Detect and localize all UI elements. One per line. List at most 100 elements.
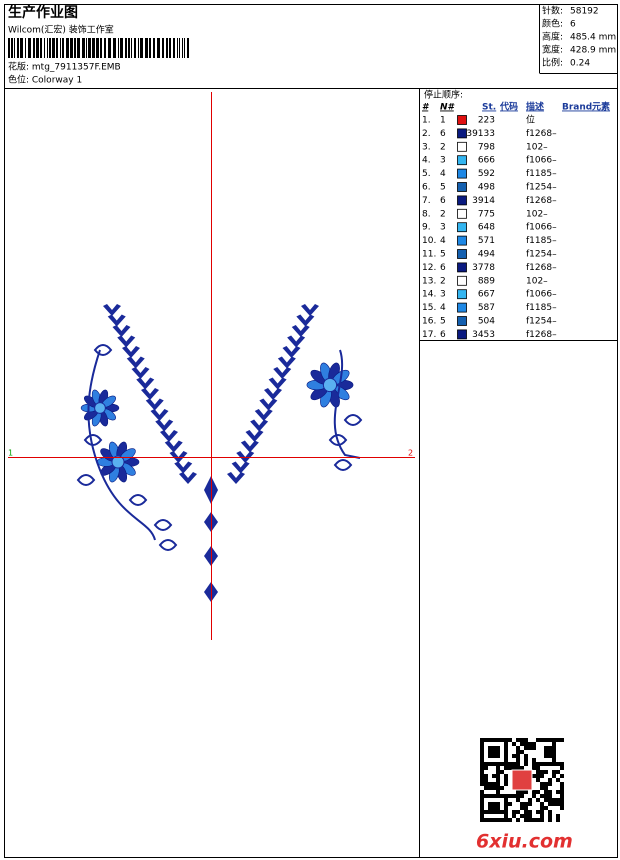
- row-stitches: 666: [478, 156, 495, 166]
- row-stitches: 3914: [472, 196, 495, 206]
- chevron: [268, 377, 287, 390]
- qr-cell: [484, 762, 488, 766]
- qr-cell: [516, 746, 520, 750]
- qr-cell: [488, 750, 492, 754]
- bar-stripe: [125, 38, 127, 58]
- chevron: [231, 461, 250, 474]
- row-index: 8.: [422, 209, 431, 219]
- qr-cell: [480, 782, 484, 786]
- row-index: 14.: [422, 290, 436, 300]
- row-needle: 3: [440, 223, 446, 233]
- qr-cell: [552, 738, 556, 742]
- chevron: [179, 472, 197, 484]
- row-description: f1185–: [526, 303, 557, 313]
- qr-cell: [504, 806, 508, 810]
- chevron: [160, 430, 178, 442]
- row-description: 102–: [526, 209, 548, 219]
- qr-cell: [552, 754, 556, 758]
- row-index: 1.: [422, 116, 431, 126]
- qr-cell: [556, 814, 560, 818]
- qr-cell: [540, 794, 544, 798]
- qr-cell: [504, 782, 508, 786]
- column-header: N#: [440, 103, 456, 113]
- qr-cell: [540, 770, 544, 774]
- qr-cell: [536, 738, 540, 742]
- qr-cell: [496, 806, 500, 810]
- chevron: [150, 409, 169, 421]
- qr-cell: [532, 758, 536, 762]
- row-stitches: 587: [478, 303, 495, 313]
- qr-cell: [488, 818, 492, 822]
- chevron: [164, 440, 183, 453]
- row-needle: 5: [440, 183, 446, 193]
- qr-cell: [504, 794, 508, 798]
- bar-stripe: [49, 38, 51, 58]
- bar-stripe: [74, 38, 76, 58]
- bar-stripe: [11, 38, 13, 58]
- qr-cell: [540, 818, 544, 822]
- row-stitches: 3778: [472, 263, 495, 273]
- row-stitches: 223: [478, 116, 495, 126]
- qr-cell: [500, 794, 504, 798]
- qr-cell: [520, 766, 524, 770]
- color-swatch: [457, 329, 467, 340]
- qr-cell: [552, 758, 556, 762]
- bar-stripe: [70, 38, 73, 58]
- qr-cell: [480, 806, 484, 810]
- qr-cell: [540, 802, 544, 806]
- column-header: #: [422, 103, 430, 113]
- qr-cell: [480, 810, 484, 814]
- qr-code: [480, 738, 564, 822]
- row-needle: 6: [440, 129, 446, 139]
- qr-cell: [524, 790, 528, 794]
- qr-cell: [484, 794, 488, 798]
- info-label: 高度:: [542, 31, 563, 43]
- row-needle: 3: [440, 156, 446, 166]
- qr-cell: [556, 790, 560, 794]
- qr-cell: [516, 738, 520, 742]
- row-index: 16.: [422, 317, 436, 327]
- qr-cell: [520, 806, 524, 810]
- row-needle: 2: [440, 142, 446, 152]
- qr-cell: [552, 750, 556, 754]
- qr-cell: [532, 762, 536, 766]
- qr-cell: [524, 818, 528, 822]
- row-index: 3.: [422, 142, 431, 152]
- column-header: 元素: [592, 101, 610, 113]
- flower-center: [94, 402, 106, 414]
- qr-cell: [480, 794, 484, 798]
- colorway: 色位: Colorway 1: [8, 74, 82, 86]
- info-label: 宽度:: [542, 44, 563, 56]
- qr-cell: [560, 738, 564, 742]
- qr-cell: [544, 790, 548, 794]
- qr-cell: [548, 738, 552, 742]
- qr-cell: [560, 782, 564, 786]
- qr-cell: [480, 750, 484, 754]
- design-file: 花版: mtg_7911357F.EMB: [8, 61, 121, 73]
- qr-cell: [516, 758, 520, 762]
- qr-cell: [492, 774, 496, 778]
- qr-cell: [492, 806, 496, 810]
- qr-cell: [512, 794, 516, 798]
- qr-cell: [528, 802, 532, 806]
- qr-cell: [512, 766, 516, 770]
- chevron: [287, 335, 306, 348]
- qr-cell: [488, 786, 492, 790]
- info-label: 颜色:: [542, 18, 563, 30]
- qr-cell: [548, 798, 552, 802]
- info-label: 针数:: [542, 5, 563, 17]
- bar-stripe: [96, 38, 99, 58]
- qr-cell: [504, 754, 508, 758]
- qr-cell: [520, 790, 524, 794]
- bar-stripe: [28, 38, 31, 58]
- qr-cell: [540, 782, 544, 786]
- qr-cell: [496, 794, 500, 798]
- leaf: [328, 434, 348, 446]
- qr-cell: [516, 790, 520, 794]
- row-description: f1254–: [526, 250, 557, 260]
- qr-cell: [544, 782, 548, 786]
- bar-stripe: [17, 38, 19, 58]
- row-needle: 6: [440, 263, 446, 273]
- bar-stripe: [162, 38, 164, 58]
- qr-cell: [552, 762, 556, 766]
